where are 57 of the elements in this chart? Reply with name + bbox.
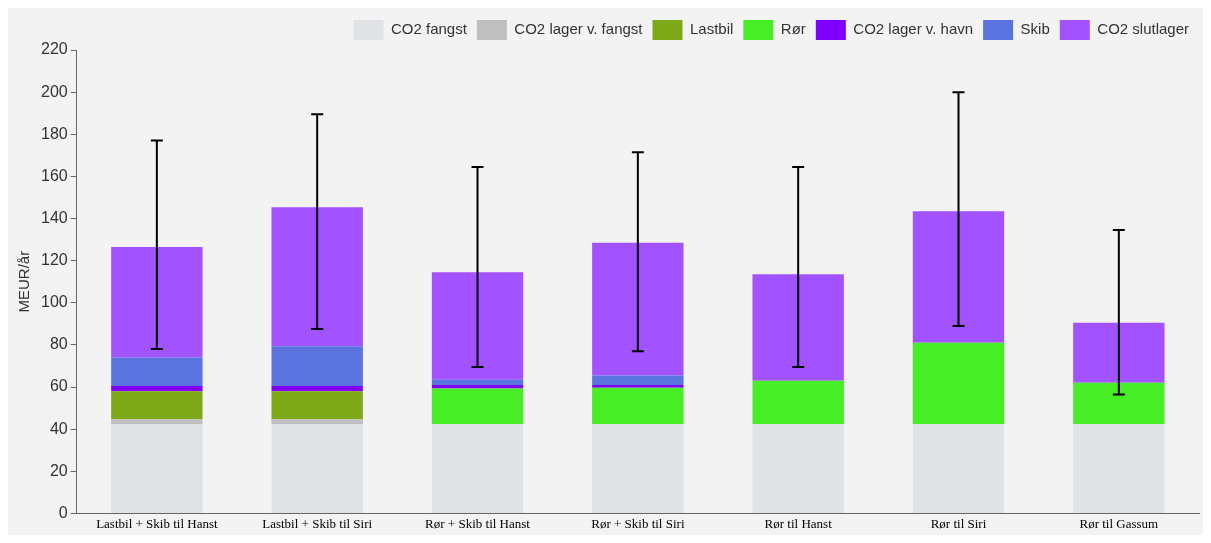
x-tick-label: Rør til Siri [930, 515, 987, 531]
bar [1073, 423, 1165, 513]
bar [271, 385, 363, 392]
x-tick-label: Lastbil + Skib til Hanst [96, 515, 218, 531]
bar [111, 423, 203, 513]
bar [111, 246, 203, 358]
bar [271, 423, 363, 513]
legend-label: CO2 fangst [391, 20, 468, 38]
bar [271, 419, 363, 424]
bar [1073, 382, 1165, 424]
y-tick-label: 220 [40, 40, 68, 58]
legend-label: Lastbil [689, 20, 734, 38]
bar [752, 274, 844, 381]
y-tick-label: 100 [40, 293, 68, 311]
bar [592, 387, 684, 424]
bar [592, 423, 684, 513]
bar [912, 211, 1005, 343]
y-axis-title: MEUR/år [15, 250, 33, 313]
legend-label: CO2 slutlager [1097, 20, 1190, 38]
bar [431, 379, 524, 385]
y-tick-label: 60 [49, 377, 68, 395]
y-tick-label: 40 [49, 419, 68, 437]
x-tick-label: Rør + Skib til Siri [591, 515, 685, 531]
y-tick-label: 180 [40, 124, 68, 142]
bar [431, 423, 524, 513]
y-tick-label: 120 [40, 251, 68, 269]
y-tick-label: 20 [49, 461, 68, 479]
bar [1073, 322, 1165, 383]
x-tick-label: Rør til Gassum [1079, 515, 1159, 531]
bar [111, 391, 203, 420]
bar [271, 391, 363, 420]
x-tick-label: Rør til Hanst [764, 515, 833, 531]
bar [111, 385, 203, 392]
x-tick-label: Lastbil + Skib til Siri [262, 515, 373, 531]
bar [752, 380, 844, 424]
bar [912, 342, 1005, 424]
y-tick-label: 160 [40, 166, 68, 184]
bar [592, 242, 684, 376]
bar [592, 384, 684, 388]
legend-label: Skib [1020, 20, 1050, 38]
y-tick-label: 80 [49, 335, 68, 353]
bar [752, 423, 844, 513]
bar [431, 272, 524, 380]
bar [271, 346, 363, 386]
y-tick-label: 200 [40, 82, 68, 100]
bar [111, 419, 203, 424]
bar [592, 375, 684, 385]
bar [111, 357, 203, 386]
legend-label: Rør [780, 20, 806, 38]
x-tick-label: Rør + Skib til Hanst [425, 515, 531, 531]
bar [271, 207, 363, 347]
bar [912, 423, 1005, 513]
legend-label: CO2 lager v. fangst [514, 20, 644, 38]
y-tick-label: 0 [58, 503, 68, 521]
bar [431, 388, 524, 424]
legend-label: CO2 lager v. havn [853, 20, 974, 38]
y-tick-label: 140 [40, 208, 68, 226]
